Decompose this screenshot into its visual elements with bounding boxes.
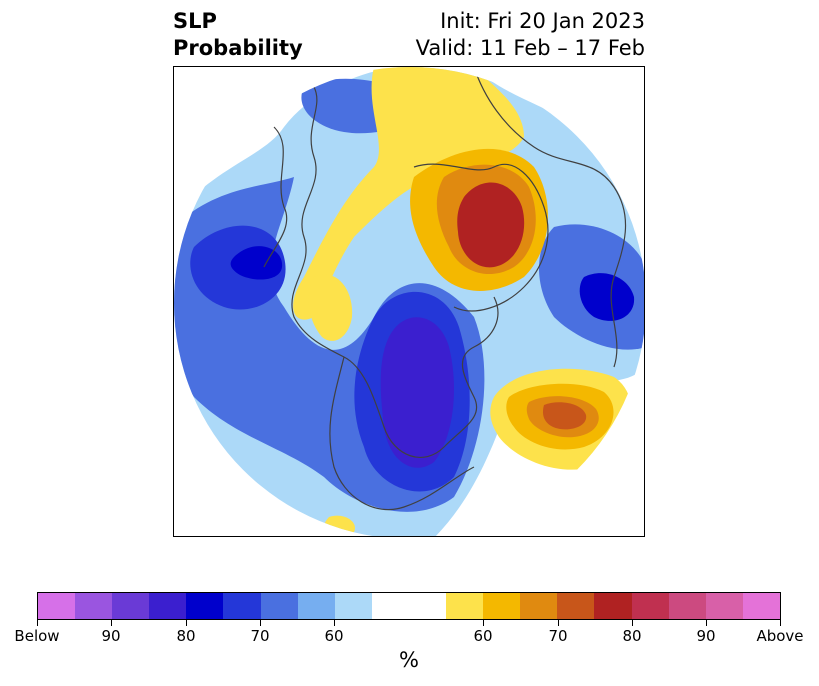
colorbar-unit-label: % bbox=[399, 648, 419, 672]
colorbar-swatch bbox=[223, 593, 261, 619]
colorbar-tick bbox=[111, 620, 112, 626]
above-region-yellow-west bbox=[308, 274, 353, 341]
colorbar-swatch bbox=[705, 593, 743, 619]
title-line-1: SLP bbox=[173, 9, 217, 33]
colorbar-swatch bbox=[75, 593, 113, 619]
below-region-core-central bbox=[380, 317, 454, 468]
colorbar-swatch bbox=[483, 593, 521, 619]
colorbar-tick-label: 60 bbox=[473, 627, 493, 645]
colorbar-swatch bbox=[520, 593, 558, 619]
above-region-darkred-north bbox=[457, 182, 525, 268]
init-date: Init: Fri 20 Jan 2023 bbox=[440, 9, 645, 33]
colorbar-swatch bbox=[297, 593, 335, 619]
colorbar-swatch bbox=[594, 593, 632, 619]
colorbar-tick bbox=[632, 620, 633, 626]
colorbar-tick bbox=[483, 620, 484, 626]
colorbar-tick bbox=[260, 620, 261, 626]
colorbar-swatch bbox=[38, 593, 76, 619]
colorbar-tick bbox=[780, 620, 781, 626]
colorbar-tick-label: Below bbox=[14, 627, 60, 645]
colorbar-tick bbox=[334, 620, 335, 626]
colorbar-swatch bbox=[260, 593, 298, 619]
colorbar-tick-label: 90 bbox=[101, 627, 121, 645]
colorbar-tick-label: 60 bbox=[324, 627, 344, 645]
above-region-rust-atlantic bbox=[542, 402, 587, 430]
colorbar-tick bbox=[37, 620, 38, 626]
colorbar-swatch bbox=[149, 593, 187, 619]
colorbar-swatch bbox=[742, 593, 780, 619]
colorbar-tick-label: 80 bbox=[622, 627, 642, 645]
above-region-yellow-north bbox=[293, 67, 524, 320]
title-line-2: Probability bbox=[173, 36, 303, 60]
colorbar-swatch bbox=[334, 593, 372, 619]
colorbar-swatch bbox=[668, 593, 706, 619]
colorbar-swatch bbox=[446, 593, 484, 619]
colorbar-swatch bbox=[408, 593, 447, 619]
colorbar-swatch bbox=[112, 593, 150, 619]
probability-map-svg bbox=[174, 67, 644, 536]
colorbar-swatch bbox=[631, 593, 669, 619]
below-region-core-west bbox=[230, 246, 283, 280]
colorbar-tick bbox=[706, 620, 707, 626]
colorbar-tick bbox=[558, 620, 559, 626]
colorbar-swatch bbox=[371, 593, 409, 619]
colorbar-swatch bbox=[557, 593, 595, 619]
map-title: SLP Probability bbox=[173, 8, 303, 62]
colorbar-tick-label: 70 bbox=[250, 627, 270, 645]
colorbar bbox=[37, 592, 781, 620]
valid-range: Valid: 11 Feb – 17 Feb bbox=[415, 36, 645, 60]
below-region-east-core bbox=[579, 273, 635, 321]
coastlines bbox=[263, 67, 627, 511]
polar-map bbox=[173, 66, 645, 537]
colorbar-swatch bbox=[186, 593, 224, 619]
colorbar-tick bbox=[186, 620, 187, 626]
colorbar-tick-label: 90 bbox=[696, 627, 716, 645]
colorbar-tick-label: Above bbox=[756, 627, 804, 645]
forecast-dates: Init: Fri 20 Jan 2023 Valid: 11 Feb – 17… bbox=[416, 8, 645, 62]
colorbar-tick-label: 70 bbox=[548, 627, 568, 645]
colorbar-tick-label: 80 bbox=[176, 627, 196, 645]
